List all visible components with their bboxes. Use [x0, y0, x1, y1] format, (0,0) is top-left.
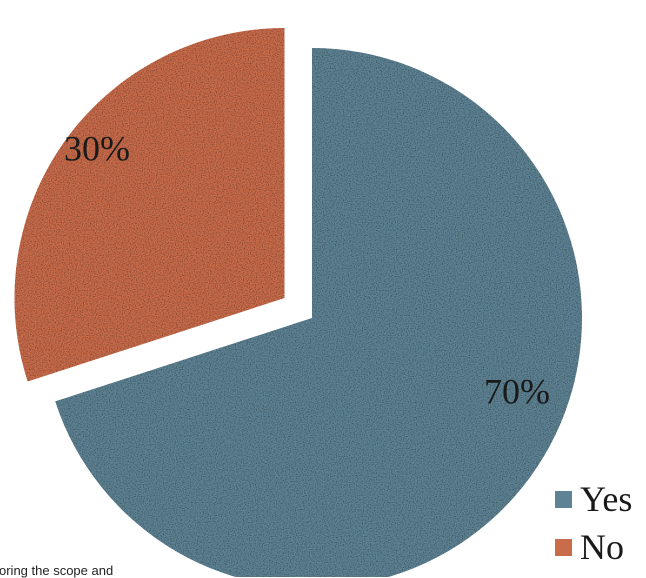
background-text-fragment: oring the scope and	[0, 563, 114, 578]
pie-data-labels: 70% 30%	[64, 128, 550, 411]
pie-slice-no	[14, 28, 285, 382]
legend-label-no: No	[580, 527, 624, 567]
data-label-no: 30%	[64, 128, 130, 168]
pie-slices	[14, 28, 582, 577]
legend: Yes No	[555, 476, 646, 572]
legend-label-yes: Yes	[580, 479, 633, 519]
legend-item-no: No	[555, 524, 646, 570]
pie-slice-yes	[55, 48, 582, 577]
legend-swatch-yes	[555, 490, 572, 508]
data-label-yes: 70%	[484, 371, 550, 411]
legend-item-yes: Yes	[555, 476, 646, 522]
legend-swatch-no	[555, 538, 572, 556]
